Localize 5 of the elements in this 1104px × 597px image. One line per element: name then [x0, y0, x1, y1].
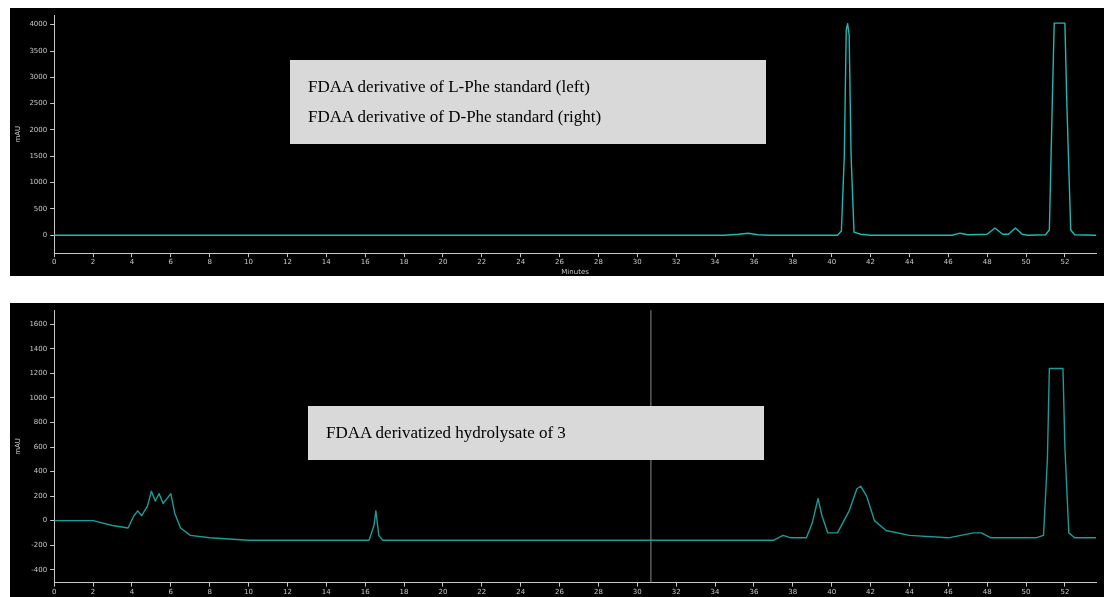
text-box: FDAA derivative of L-Phe standard (left) FDAA derivative of D-Phe standard (right) — [290, 60, 766, 144]
text-box: FDAA derivatized hydrolysate of 3 — [308, 406, 764, 460]
annotation: FDAA derivative of D-Phe standard (right) — [308, 106, 603, 128]
annotation: FDAA derivatized hydrolysate of 3 — [326, 422, 567, 444]
annotation: FDAA derivative of L-Phe standard (left) — [308, 76, 591, 98]
